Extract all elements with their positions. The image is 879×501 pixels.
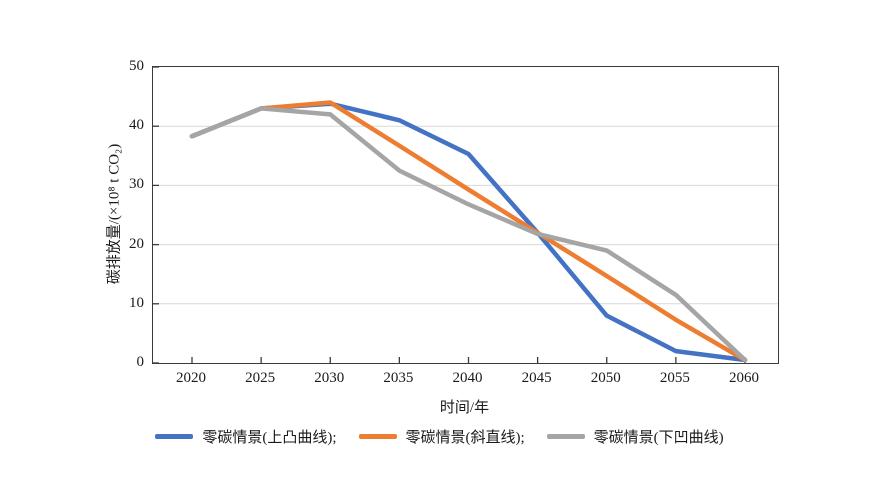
x-tick-label: 2035 [383,370,414,386]
y-tick-label: 40 [129,117,144,134]
x-tick-label: 2030 [314,370,345,386]
x-tick-label: 2045 [521,370,552,386]
legend-item: 零碳情景(上凸曲线); [155,426,337,447]
series-line-零碳情景(斜直线) [189,100,748,363]
x-tick-label: 2060 [729,370,759,386]
y-tick-label: 10 [129,294,144,311]
legend-item: 零碳情景(斜直线); [358,426,525,447]
x-tick-label: 2020 [176,370,206,386]
legend-line-swatch [155,434,194,439]
y-tick-label: 0 [136,354,145,370]
legend-label: 零碳情景(上凸曲线); [202,430,337,446]
x-tick-label: 2040 [452,370,483,386]
y-tick-label: 30 [129,176,144,193]
legend-item: 零碳情景(下凹曲线) [546,426,724,447]
x-tick-label: 2050 [590,370,621,386]
legend-line-swatch [358,434,397,439]
series-line-零碳情景(上凸曲线) [189,101,748,363]
x-axis-title: 时间/年 [439,400,490,416]
x-tick-label: 2025 [245,370,276,386]
plot-svg [153,67,778,363]
y-tick-label: 50 [129,58,144,74]
legend-label: 零碳情景(斜直线); [405,430,525,446]
y-axis-title: 碳排放量/(×10⁸ t CO₂) [106,143,123,285]
legend-label: 零碳情景(下凹曲线) [593,430,724,446]
y-tick-label: 20 [129,235,144,252]
x-tick-label: 2055 [659,370,690,386]
plot-area [152,66,779,364]
series-line-零碳情景(下凹曲线) [189,106,748,363]
legend-line-swatch [546,434,585,439]
legend: 零碳情景(上凸曲线); 零碳情景(斜直线); 零碳情景(下凹曲线) [0,426,879,447]
